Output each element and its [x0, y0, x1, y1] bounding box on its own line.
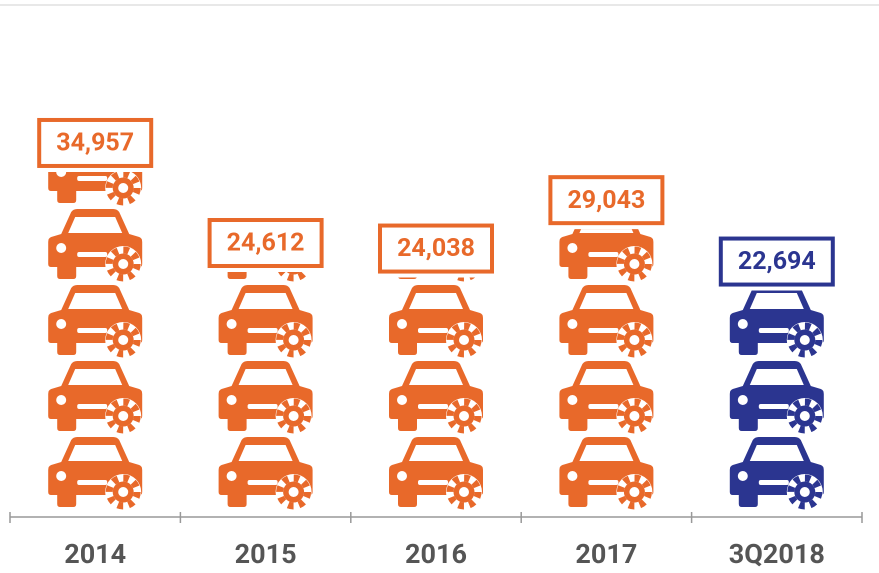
- icon-stack: [730, 285, 824, 510]
- car-icon: [559, 285, 653, 358]
- car-icon: [219, 437, 313, 510]
- car-icon: [730, 285, 824, 358]
- car-icon: [219, 361, 313, 434]
- car-icon: [559, 361, 653, 434]
- car-icon: [48, 437, 142, 510]
- car-icon: [730, 361, 824, 434]
- car-icon: [389, 361, 483, 434]
- value-label: 34,957: [56, 129, 134, 158]
- car-icon: [48, 209, 142, 282]
- x-tick-label: 3Q2018: [729, 538, 825, 570]
- value-label: 22,694: [738, 247, 816, 276]
- value-label: 29,043: [567, 186, 645, 215]
- car-icon: [48, 361, 142, 434]
- car-icon: [48, 285, 142, 358]
- value-label-box: [548, 175, 665, 226]
- car-icon: [389, 437, 483, 510]
- car-icon: [730, 437, 824, 510]
- icon-stack: [559, 209, 653, 510]
- value-label-box: [378, 223, 494, 274]
- x-tick-label: 2015: [235, 538, 297, 570]
- x-tick-label: 2014: [64, 538, 126, 570]
- value-label: 24,612: [227, 229, 305, 258]
- x-tick-label: 2017: [575, 538, 637, 570]
- x-tick-label: 2016: [405, 538, 467, 570]
- car-icon: [559, 437, 653, 510]
- car-icon: [219, 285, 313, 358]
- value-label-box: [207, 218, 324, 269]
- value-label-box: [718, 236, 835, 287]
- value-label: 24,038: [397, 234, 475, 263]
- value-label-box: [37, 117, 154, 168]
- icon-stack: [48, 133, 142, 510]
- car-icon: [389, 285, 483, 358]
